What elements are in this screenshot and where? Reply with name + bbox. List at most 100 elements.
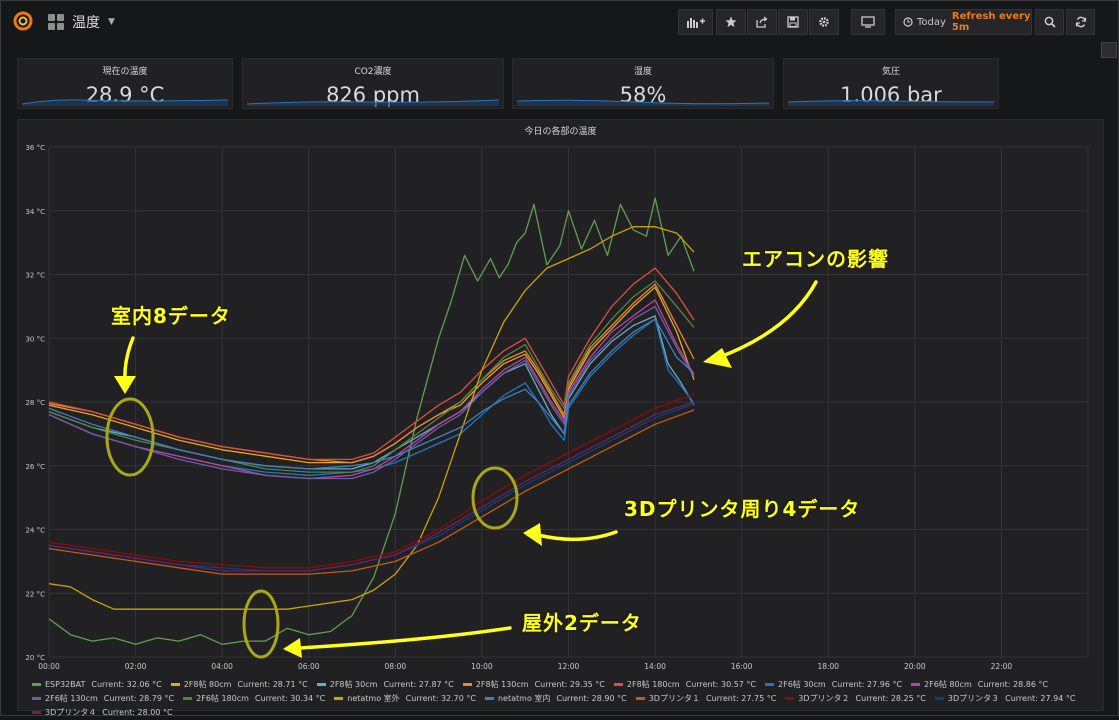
legend-item[interactable]: 2F6帖 80cm Current: 28.86 °C [911,678,1048,692]
legend-series-name: 2F8帖 80cm [183,680,232,689]
stat-title: 湿度 [633,67,652,77]
save-button[interactable] [778,9,808,35]
zoom-out-button[interactable] [1035,9,1064,35]
time-picker-button[interactable]: Today Refresh every 5m [895,9,1032,35]
settings-button[interactable] [809,9,839,35]
legend-series-name: 3Dプリンタ２ [798,694,850,703]
legend-current-value: Current: 28.86 °C [977,680,1049,689]
legend-swatch [635,697,645,700]
stat-title: 現在の温度 [102,67,148,77]
legend-swatch [934,697,944,700]
legend-current-value: Current: 30.57 °C [685,680,757,689]
tv-mode-button[interactable] [851,9,885,35]
time-range: Today [903,17,946,28]
x-tick-label: 06:00 [298,662,320,671]
legend-item[interactable]: 2F8帖 180cm Current: 30.57 °C [613,678,757,692]
legend-current-value: Current: 28.90 °C [556,694,627,703]
legend-current-value: Current: 27.87 °C [383,680,454,689]
legend-series-name: 3Dプリンタ４ [45,708,97,717]
y-tick-label: 30 °C [25,335,45,343]
dashboard-grid-icon [48,14,64,30]
legend-series-name: 2F6帖 80cm [924,680,972,689]
temperature-graph-panel[interactable]: 今日の各部の温度 20 °C 22 °C 24 °C 26 °C 28 °C 30 °C 3… [17,119,1104,717]
stat-panel-co2[interactable]: CO2濃度 826 ppm [242,58,504,109]
legend-item[interactable]: netatmo 室外 Current: 32.70 °C [334,692,476,706]
grafana-logo-icon[interactable] [12,10,34,32]
legend-current-value: Current: 29.35 °C [534,680,605,689]
stat-panel-pressure[interactable]: 気圧 1.006 bar [783,58,999,109]
stat-title: 気圧 [881,67,900,77]
legend-series-name: netatmo 室外 [347,694,400,703]
dashboard-title: 温度 [72,15,100,31]
x-tick-label: 02:00 [125,662,147,671]
legend-swatch [785,697,795,700]
legend-current-value: Current: 28.79 °C [103,694,175,703]
y-tick-label: 24 °C [25,527,45,535]
legend-item[interactable]: 2F6帖 180cm Current: 30.34 °C [183,692,325,706]
share-button[interactable] [747,9,777,35]
legend-series-name: 2F6帖 30cm [778,680,826,689]
stat-panel-humidity[interactable]: 湿度 58% [512,58,774,109]
annotation-aircon: エアコンの影響 [742,247,889,271]
settings-icon [819,17,829,27]
series-line [48,286,695,464]
series-line [48,318,695,470]
legend-item[interactable]: netatmo 室内 Current: 28.90 °C [484,692,627,706]
refresh-button[interactable] [1066,9,1095,35]
top-navbar: 温度 ▼ Today Refresh every 5m [0,0,1119,44]
y-tick-label: 32 °C [25,272,45,280]
scrollbar-up-arrow[interactable] [1101,42,1117,58]
star-button[interactable] [716,9,746,35]
series-line [48,197,695,645]
legend-series-name: 2F8帖 180cm [626,680,680,689]
legend-swatch [32,711,41,714]
y-tick-label: 26 °C [25,463,45,471]
series-line [48,409,695,575]
legend-swatch [484,697,494,700]
x-tick-label: 00:00 [38,662,60,671]
x-tick-label: 20:00 [904,662,926,671]
x-tick-label: 14:00 [644,662,666,671]
add-panel-button[interactable] [678,9,713,35]
legend-item[interactable]: 2F8帖 80cm Current: 28.71 °C [170,678,308,692]
legend-swatch [334,697,344,700]
x-tick-label: 12:00 [558,662,580,671]
series-line [48,318,695,476]
legend-current-value: Current: 32.70 °C [405,694,476,703]
x-tick-label: 10:00 [471,662,493,671]
legend-item[interactable]: 2F6帖 130cm Current: 28.79 °C [32,692,174,706]
legend-item[interactable]: 3Dプリンタ４ Current: 28.00 °C [32,706,173,720]
legend-swatch [765,683,775,686]
legend-swatch [170,683,180,686]
dashboard-picker[interactable]: 温度 ▼ [48,12,115,32]
legend-series-name: 3Dプリンタ３ [947,694,1000,703]
y-tick-label: 20 °C [25,654,45,662]
legend-item[interactable]: 3Dプリンタ３ Current: 27.94 °C [934,692,1076,706]
legend-series-name: 2F6帖 180cm [196,694,249,703]
legend-item[interactable]: 3Dプリンタ１ Current: 27.75 °C [635,692,777,706]
share-icon [756,16,768,28]
save-icon [787,16,799,28]
graph-title: 今日の各部の温度 [524,127,597,137]
legend-series-name: 2F6帖 130cm [45,694,98,703]
legend-current-value: Current: 27.94 °C [1005,694,1076,703]
stat-panel-temperature[interactable]: 現在の温度 28.9 °C [17,58,233,109]
annotation-indoor: 室内8データ [111,304,231,328]
legend-series-name: netatmo 室内 [497,694,551,703]
temperature-line-chart[interactable]: 20 °C 22 °C 24 °C 26 °C 28 °C 30 °C 32 °C 34 °C… [18,120,1103,676]
series-line [48,267,695,461]
legend-current-value: Current: 28.25 °C [855,694,926,703]
refresh-icon [1075,16,1086,28]
series-line [48,403,695,572]
legend-current-value: Current: 27.75 °C [705,694,777,703]
legend-series-name: 3Dプリンタ１ [648,694,700,703]
legend-item[interactable]: 2F6帖 30cm Current: 27.96 °C [765,678,902,692]
x-tick-label: 04:00 [211,662,233,671]
legend-current-value: Current: 30.34 °C [254,694,326,703]
stat-title: CO2濃度 [354,67,392,77]
legend-item[interactable]: ESP32BAT Current: 32.06 °C [32,678,162,692]
legend-item[interactable]: 2F8帖 130cm Current: 29.35 °C [462,678,605,692]
legend-item[interactable]: 3Dプリンタ２ Current: 28.25 °C [785,692,926,706]
x-tick-label: 08:00 [385,662,407,671]
legend-item[interactable]: 2F8帖 30cm Current: 27.87 °C [316,678,454,692]
